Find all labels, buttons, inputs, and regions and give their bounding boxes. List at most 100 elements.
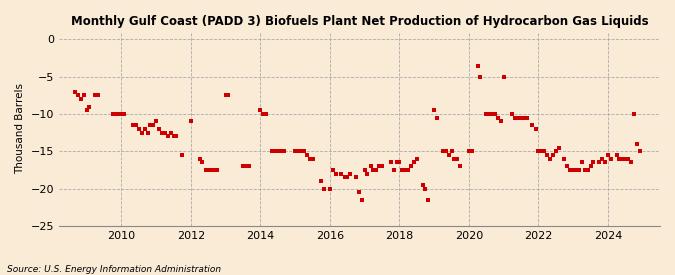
Point [559, 156, 570, 161]
Point [278, 149, 289, 153]
Point [406, 164, 416, 168]
Point [377, 164, 387, 168]
Point [423, 197, 433, 202]
Point [359, 168, 370, 172]
Point [209, 168, 219, 172]
Point [403, 168, 414, 172]
Point [417, 183, 428, 187]
Point [603, 153, 614, 157]
Point [319, 186, 329, 191]
Point [76, 97, 86, 101]
Point [611, 153, 622, 157]
Point [481, 112, 491, 116]
Point [362, 172, 373, 176]
Point [168, 134, 179, 139]
Point [583, 168, 593, 172]
Point [220, 93, 231, 98]
Point [510, 116, 520, 120]
Point [261, 112, 272, 116]
Point [620, 156, 630, 161]
Point [634, 149, 645, 153]
Point [78, 93, 89, 98]
Point [203, 168, 214, 172]
Point [307, 156, 318, 161]
Point [151, 119, 161, 124]
Point [368, 168, 379, 172]
Point [498, 75, 509, 79]
Point [420, 186, 431, 191]
Point [145, 123, 156, 127]
Point [269, 149, 280, 153]
Point [73, 93, 84, 98]
Point [541, 153, 552, 157]
Point [194, 156, 205, 161]
Point [84, 104, 95, 109]
Point [134, 127, 144, 131]
Point [327, 168, 338, 172]
Point [550, 149, 561, 153]
Point [553, 145, 564, 150]
Point [562, 164, 572, 168]
Point [304, 156, 315, 161]
Point [392, 160, 402, 165]
Point [356, 197, 367, 202]
Point [238, 164, 248, 168]
Point [342, 175, 353, 180]
Point [70, 89, 80, 94]
Point [290, 149, 300, 153]
Point [244, 164, 254, 168]
Point [162, 134, 173, 139]
Point [576, 160, 587, 165]
Point [605, 156, 616, 161]
Point [539, 149, 549, 153]
Point [374, 164, 385, 168]
Point [206, 168, 217, 172]
Point [484, 112, 495, 116]
Point [131, 123, 142, 127]
Point [331, 172, 342, 176]
Point [385, 160, 396, 165]
Point [522, 116, 533, 120]
Point [267, 149, 277, 153]
Point [148, 123, 159, 127]
Point [128, 123, 138, 127]
Point [513, 116, 524, 120]
Point [394, 160, 405, 165]
Point [631, 142, 642, 146]
Point [81, 108, 92, 112]
Point [316, 179, 327, 183]
Point [455, 164, 466, 168]
Point [545, 156, 556, 161]
Text: Source: U.S. Energy Information Administration: Source: U.S. Energy Information Administ… [7, 265, 221, 274]
Point [296, 149, 306, 153]
Point [165, 130, 176, 135]
Point [622, 156, 633, 161]
Point [443, 153, 454, 157]
Point [336, 172, 347, 176]
Point [325, 186, 335, 191]
Point [626, 160, 637, 165]
Point [301, 153, 312, 157]
Point [440, 149, 451, 153]
Point [107, 112, 118, 116]
Point [475, 75, 486, 79]
Point [154, 127, 165, 131]
Point [157, 130, 167, 135]
Point [446, 149, 457, 153]
Point [211, 168, 222, 172]
Title: Monthly Gulf Coast (PADD 3) Biofuels Plant Net Production of Hydrocarbon Gas Liq: Monthly Gulf Coast (PADD 3) Biofuels Pla… [71, 15, 648, 28]
Point [585, 164, 596, 168]
Point [119, 112, 130, 116]
Point [579, 168, 590, 172]
Point [565, 168, 576, 172]
Point [429, 108, 439, 112]
Point [495, 119, 506, 124]
Point [518, 116, 529, 120]
Point [258, 112, 269, 116]
Point [411, 156, 422, 161]
Point [339, 175, 350, 180]
Point [110, 112, 121, 116]
Point [597, 156, 608, 161]
Point [431, 116, 442, 120]
Point [533, 149, 544, 153]
